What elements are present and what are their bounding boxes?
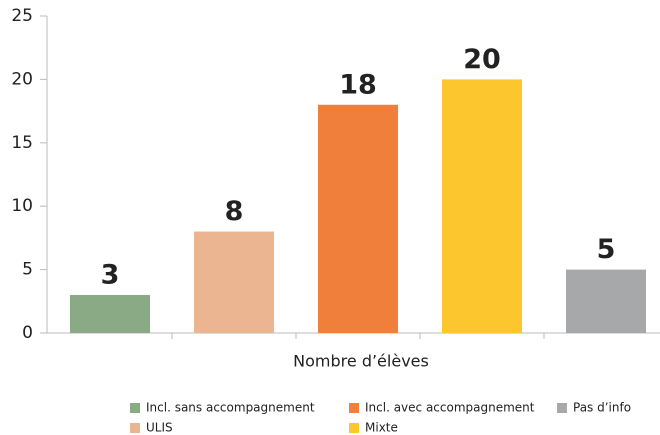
bar <box>70 294 150 333</box>
value-label: 5 <box>597 234 616 265</box>
x-axis-label: Nombre d’élèves <box>293 352 429 371</box>
y-tick-label: 20 <box>11 69 33 89</box>
legend-label: ULIS <box>146 421 173 435</box>
legend-label: Incl. sans accompagnement <box>146 401 315 415</box>
legend-label: Incl. avec accompagnement <box>365 401 535 415</box>
y-tick-label: 10 <box>11 196 33 216</box>
legend-swatch <box>557 403 567 413</box>
legend-label: Pas d’info <box>573 401 631 415</box>
bar <box>194 231 274 333</box>
legend-swatch <box>130 423 140 433</box>
value-label: 20 <box>463 44 501 75</box>
value-label: 8 <box>225 196 244 227</box>
y-tick-label: 25 <box>11 6 33 26</box>
value-label: 3 <box>101 259 120 290</box>
bar <box>442 79 522 334</box>
value-label: 18 <box>339 69 377 100</box>
bar <box>318 104 398 333</box>
y-tick-label: 5 <box>22 260 33 280</box>
bar <box>566 269 646 333</box>
y-tick-label: 0 <box>22 323 33 343</box>
legend-label: Mixte <box>365 421 398 435</box>
legend-swatch <box>349 423 359 433</box>
legend-swatch <box>130 403 140 413</box>
legend-swatch <box>349 403 359 413</box>
y-tick-label: 15 <box>11 133 33 153</box>
